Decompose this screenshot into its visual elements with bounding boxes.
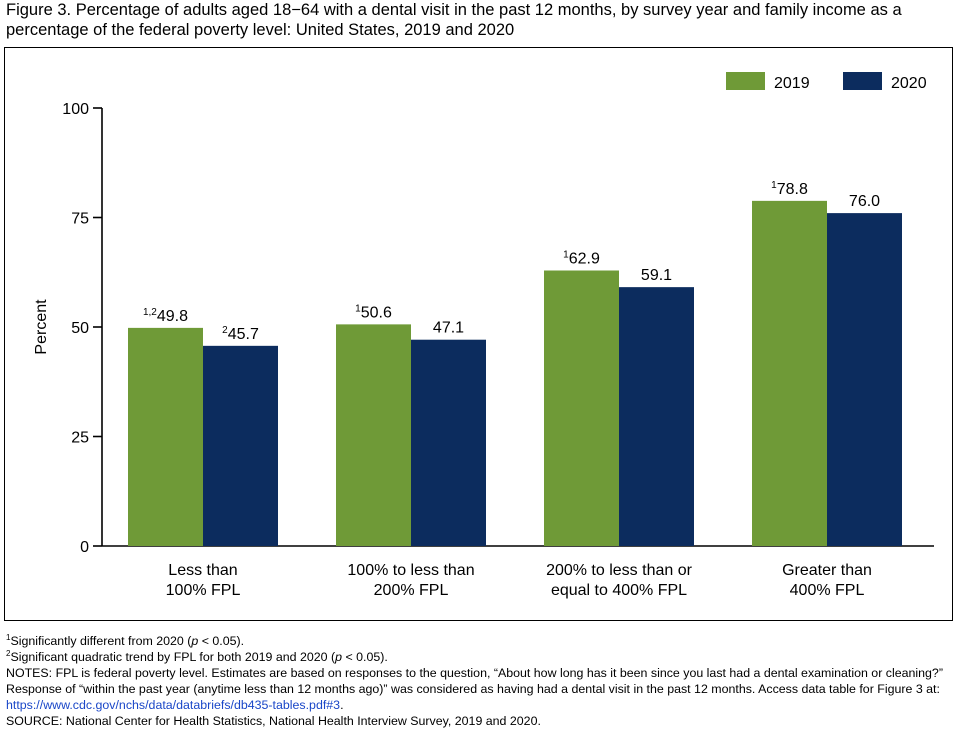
notes-text: NOTES: FPL is federal poverty level. Est… xyxy=(6,666,943,712)
y-tick-label: 100 xyxy=(62,101,89,118)
x-tick-label: equal to 400% FPL xyxy=(551,582,687,599)
bar-2020 xyxy=(827,213,902,546)
chart-frame: 0 25 50 75 100 Percent 1,249.8 150.6 162.9 178.8 2… xyxy=(4,47,953,621)
data-label: 162.9 xyxy=(563,249,600,267)
bar-2019 xyxy=(128,327,203,546)
footnotes: 1Significantly different from 2020 (p < … xyxy=(6,633,956,729)
data-label: 47.1 xyxy=(433,320,464,337)
bar-2020 xyxy=(619,287,694,546)
data-label: 150.6 xyxy=(355,303,392,321)
x-tick-label: 100% FPL xyxy=(166,582,241,599)
data-label: 76.0 xyxy=(849,193,880,210)
source-text: SOURCE: National Center for Health Stati… xyxy=(6,714,541,728)
legend-swatch-2019 xyxy=(726,72,765,90)
legend-swatch-2020 xyxy=(843,72,882,90)
figure-title: Figure 3. Percentage of adults aged 18−6… xyxy=(6,1,902,39)
x-tick-label: 400% FPL xyxy=(790,582,865,599)
footnote-1: 1Significantly different from 2020 (p < … xyxy=(6,633,245,649)
bar-2020 xyxy=(203,345,278,546)
x-tick-label: Greater than xyxy=(782,562,872,579)
y-tick-label: 25 xyxy=(71,430,89,447)
data-table-link[interactable]: https://www.cdc.gov/nchs/data/databriefs… xyxy=(6,698,341,712)
bar-2019 xyxy=(336,324,411,546)
footnote-2: 2Significant quadratic trend by FPL for … xyxy=(6,649,388,665)
y-axis-title: Percent xyxy=(33,299,50,355)
data-label: 178.8 xyxy=(771,180,808,198)
bar-2019 xyxy=(544,270,619,546)
data-label: 245.7 xyxy=(222,325,259,343)
y-tick-label: 75 xyxy=(71,211,89,228)
x-tick-label: Less than xyxy=(168,562,237,579)
bar-2019 xyxy=(752,200,827,546)
y-tick-label: 50 xyxy=(71,320,89,337)
x-tick-label: 100% to less than xyxy=(347,562,474,579)
bar-chart: 0 25 50 75 100 Percent 1,249.8 150.6 162.9 178.8 2… xyxy=(33,72,934,599)
data-label: 1,249.8 xyxy=(143,307,188,325)
x-tick-label: 200% FPL xyxy=(374,582,449,599)
data-label: 59.1 xyxy=(641,267,672,284)
legend-label: 2020 xyxy=(891,75,927,92)
x-tick-label: 200% to less than or xyxy=(546,562,693,579)
bar-2020 xyxy=(411,339,486,546)
y-tick-label: 0 xyxy=(80,539,89,556)
legend-label: 2019 xyxy=(774,75,810,92)
